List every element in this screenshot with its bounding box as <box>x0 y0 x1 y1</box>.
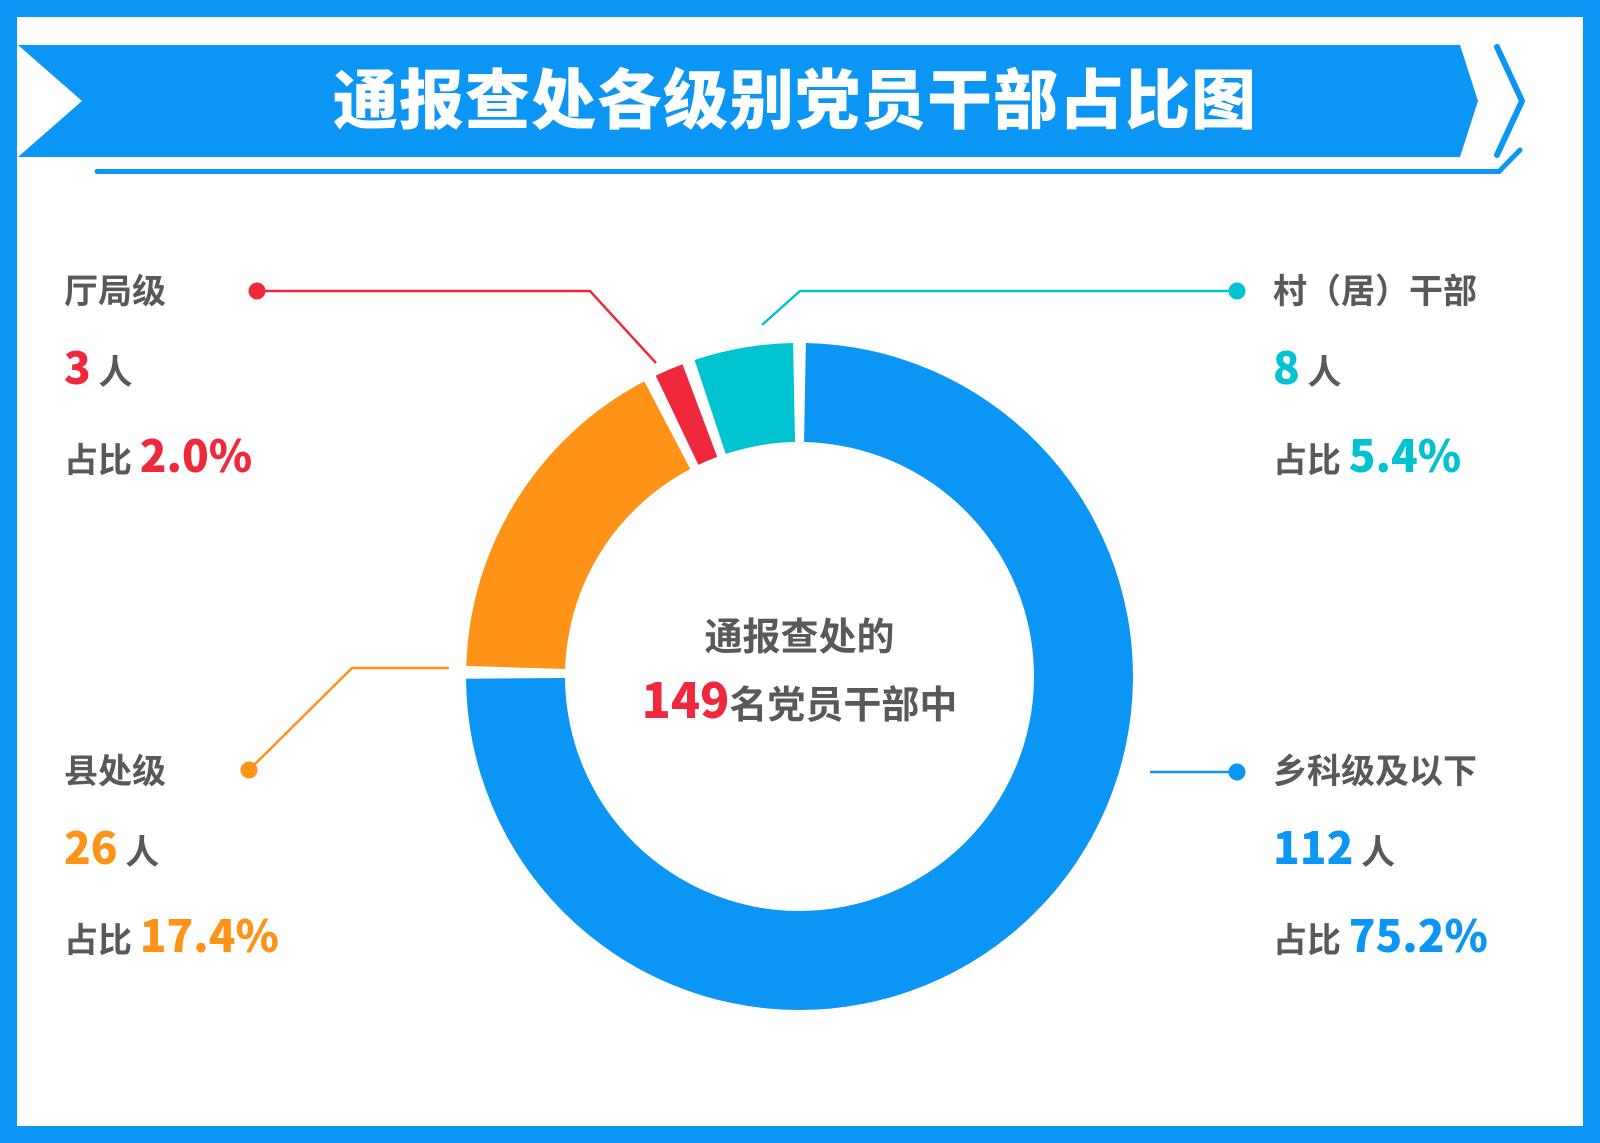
svg-text:通报查处的: 通报查处的 <box>704 606 894 661</box>
svg-text:149名党员干部中: 149名党员干部中 <box>642 662 958 732</box>
